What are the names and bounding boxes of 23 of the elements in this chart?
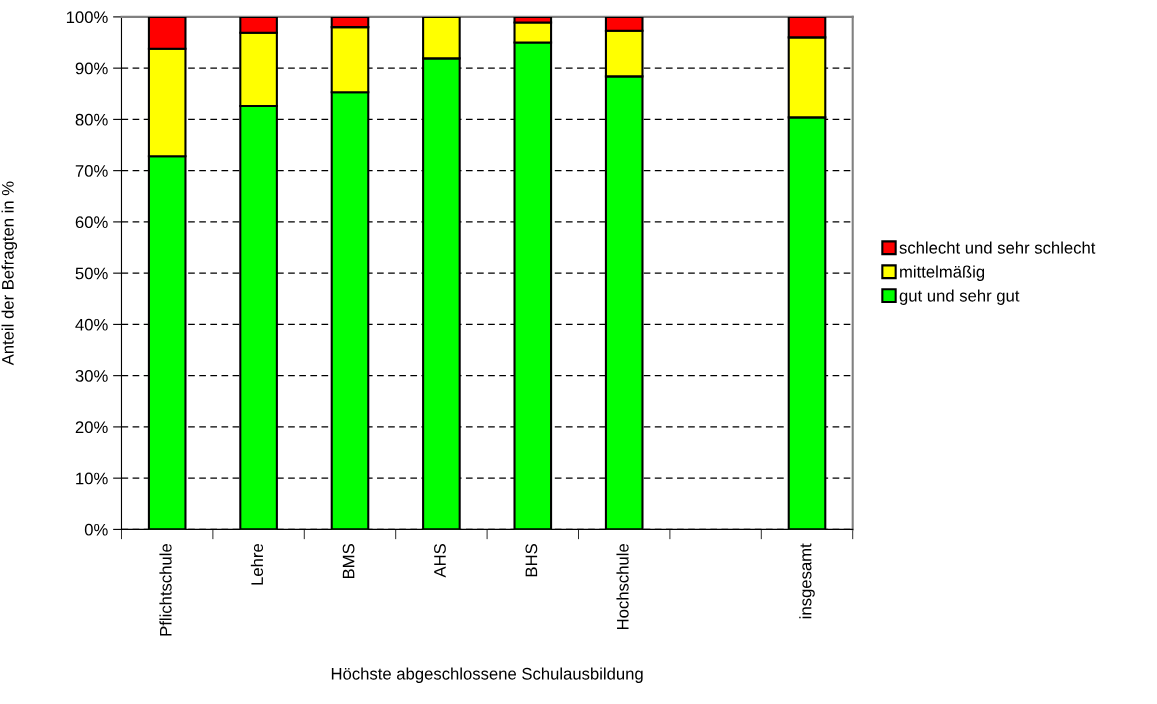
y-tick-label: 80%	[75, 113, 108, 126]
x-tick-label: Lehre	[250, 544, 264, 585]
y-tick-label: 70%	[75, 165, 108, 177]
x-tick-label: Pflichtschule	[159, 544, 172, 636]
legend-label: gut und sehr gut	[899, 289, 1020, 305]
x-tick-label: BHS	[525, 544, 538, 577]
x-tick-label: Hochschule	[616, 544, 629, 630]
y-axis-title: Anteil der Befragten in %	[1, 181, 18, 366]
x-tick-label: insgesamt	[799, 543, 815, 619]
legend-label: mittelmäßig	[900, 265, 985, 281]
y-tick-label: 20%	[75, 421, 108, 434]
y-tick-label: 60%	[75, 216, 108, 229]
y-tick-label: 40%	[75, 318, 108, 331]
x-tick-label: AHS	[434, 544, 446, 578]
y-tick-label: 100%	[66, 11, 108, 24]
y-tick-label: 30%	[75, 370, 108, 382]
y-tick-label: 0%	[84, 523, 108, 536]
legend-label: schlecht und sehr schlecht	[899, 241, 1096, 254]
y-tick-label: 50%	[75, 267, 108, 280]
y-tick-label: 10%	[76, 472, 108, 485]
x-axis-title: Höchste abgeschlossene Schulausbildung	[331, 667, 643, 683]
x-tick-label: BMS	[342, 544, 355, 579]
y-tick-label: 90%	[75, 62, 108, 75]
